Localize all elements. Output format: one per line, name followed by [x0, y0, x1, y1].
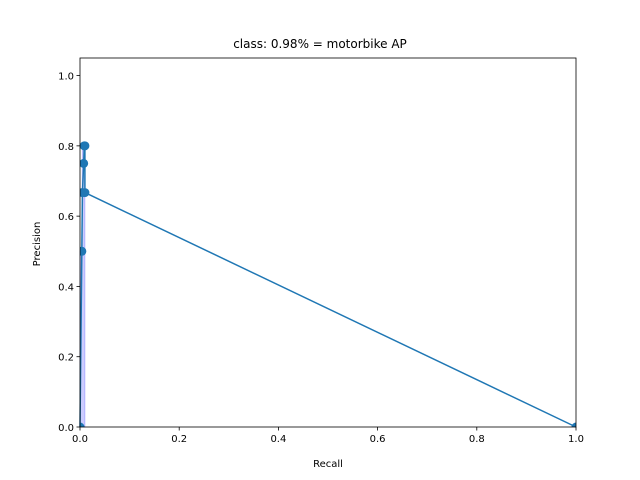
x-tick-label: 0.8 — [469, 434, 485, 445]
data-point — [80, 422, 85, 427]
y-tick-label: 0.2 — [58, 353, 74, 364]
x-tick-label: 1.0 — [568, 434, 584, 445]
x-tick-label: 0.2 — [171, 434, 187, 445]
y-axis-label: Precision — [32, 222, 43, 267]
data-point — [80, 246, 87, 256]
y-tick-label: 0.6 — [58, 212, 74, 223]
data-point — [80, 188, 90, 198]
data-point — [80, 141, 90, 151]
x-tick-label: 0.6 — [370, 434, 386, 445]
x-tick-label: 0.4 — [270, 434, 286, 445]
series-line — [79, 145, 577, 428]
y-tick-label: 0.0 — [58, 423, 74, 434]
data-point — [571, 422, 576, 427]
y-tick-label: 1.0 — [58, 72, 74, 83]
chart-title: class: 0.98% = motorbike AP — [233, 37, 407, 51]
plot-area: 0.0 0.2 0.4 0.6 0.8 1.0 0.0 0.2 0.4 0.6 0.8 1.0 — [58, 57, 584, 445]
x-axis-label: Recall — [313, 459, 343, 470]
x-tick-label: 0.0 — [72, 434, 88, 445]
y-tick-label: 0.8 — [58, 142, 74, 153]
y-tick-label: 0.4 — [58, 282, 74, 293]
axes-frame — [79, 57, 577, 428]
data-point — [80, 158, 89, 168]
